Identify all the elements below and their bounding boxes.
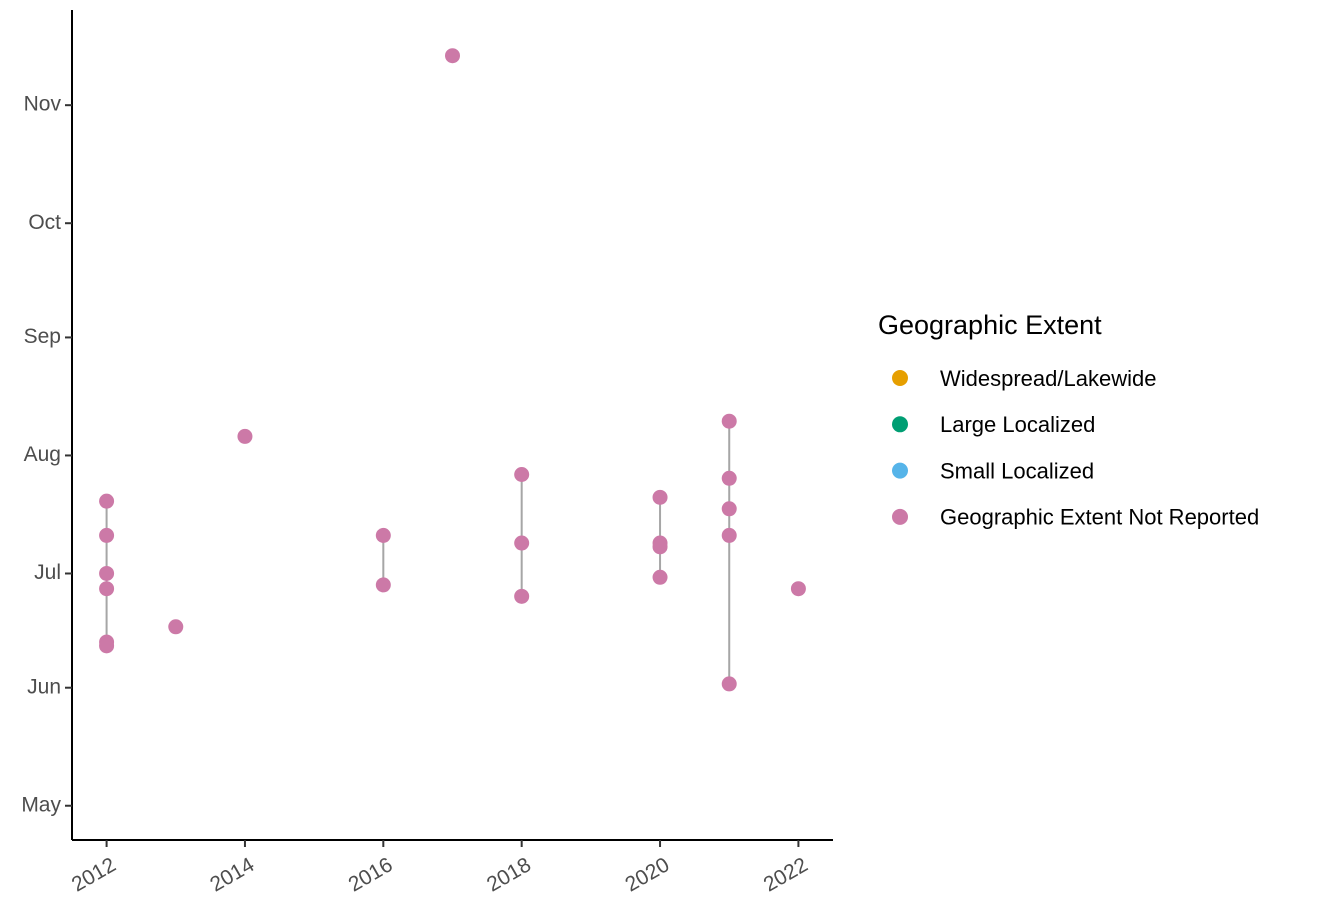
legend-swatch	[892, 416, 908, 433]
y-tick-label: Nov	[24, 93, 62, 116]
legend-label: Small Localized	[940, 458, 1094, 483]
y-tick-label: Sep	[24, 325, 61, 348]
legend-label: Widespread/Lakewide	[940, 366, 1156, 391]
point	[99, 565, 115, 581]
legend-swatch	[892, 508, 908, 525]
x-tick-label: 2014	[206, 853, 258, 896]
point	[237, 428, 253, 444]
y-tick-label: Aug	[24, 443, 61, 466]
point	[790, 581, 806, 597]
x-tick-label: 2012	[68, 853, 120, 896]
point	[721, 676, 737, 692]
y-tick-label: Oct	[28, 211, 61, 234]
point	[652, 539, 668, 555]
x-tick-label: 2022	[760, 853, 812, 896]
point	[721, 501, 737, 517]
point	[652, 489, 668, 505]
legend-swatch	[892, 462, 908, 479]
x-tick-label: 2018	[483, 853, 535, 896]
point	[514, 466, 530, 482]
point	[99, 581, 115, 597]
point	[99, 638, 115, 654]
point	[514, 588, 530, 604]
y-tick-label: Jul	[34, 561, 61, 584]
point	[721, 413, 737, 429]
legend-title: Geographic Extent	[878, 310, 1102, 340]
point	[168, 619, 184, 635]
point	[99, 527, 115, 543]
y-tick-label: May	[21, 793, 61, 816]
point	[99, 493, 115, 509]
legend-label: Large Localized	[940, 412, 1095, 437]
point	[445, 48, 460, 64]
point	[375, 577, 391, 593]
point	[721, 527, 737, 543]
point	[652, 569, 668, 585]
point	[721, 470, 737, 486]
legend-label: Geographic Extent Not Reported	[940, 505, 1259, 530]
point	[375, 527, 391, 543]
point	[514, 535, 530, 551]
x-tick-label: 2020	[621, 853, 673, 896]
x-tick-label: 2016	[345, 853, 397, 896]
legend-swatch	[892, 370, 908, 386]
y-tick-label: Jun	[27, 675, 61, 698]
